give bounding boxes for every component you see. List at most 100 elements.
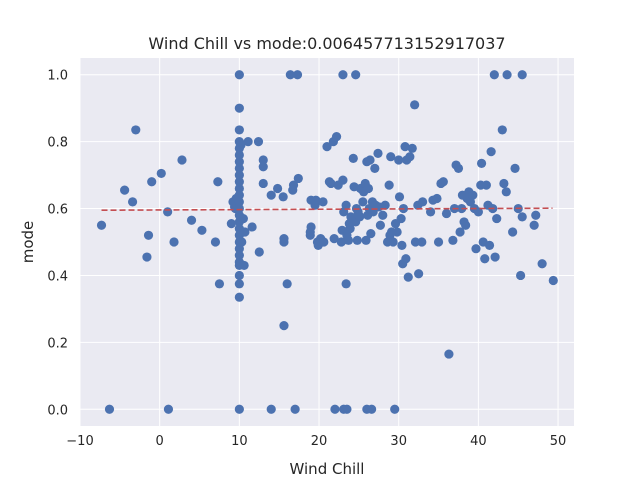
data-point bbox=[548, 275, 558, 286]
x-axis-label: Wind Chill bbox=[290, 460, 365, 478]
data-point bbox=[502, 70, 512, 80]
data-point bbox=[234, 157, 244, 167]
data-point bbox=[253, 137, 264, 147]
data-point bbox=[214, 279, 225, 289]
data-point bbox=[273, 183, 283, 194]
data-point bbox=[258, 155, 268, 165]
data-point bbox=[432, 193, 442, 204]
data-point bbox=[237, 237, 247, 247]
data-point bbox=[104, 404, 115, 414]
data-point bbox=[336, 237, 346, 247]
data-point bbox=[397, 240, 407, 250]
trend-line-group bbox=[101, 207, 553, 212]
data-point bbox=[410, 100, 420, 110]
data-point bbox=[288, 180, 299, 190]
data-point bbox=[156, 168, 166, 179]
data-point bbox=[177, 155, 187, 165]
data-point bbox=[234, 250, 244, 260]
y-tick-label: 0.0 bbox=[47, 403, 68, 418]
data-point bbox=[163, 207, 173, 217]
data-point bbox=[234, 197, 244, 207]
data-point bbox=[365, 155, 375, 165]
data-point bbox=[476, 158, 487, 168]
data-point bbox=[210, 237, 221, 247]
data-point bbox=[396, 213, 406, 224]
data-point bbox=[234, 150, 244, 160]
data-point bbox=[331, 132, 342, 142]
data-point bbox=[238, 213, 248, 224]
x-tick-label: −10 bbox=[66, 434, 93, 449]
data-point bbox=[240, 227, 250, 237]
data-point bbox=[484, 240, 495, 250]
data-point bbox=[390, 404, 400, 414]
data-point bbox=[142, 252, 152, 262]
data-point bbox=[234, 190, 244, 200]
data-point bbox=[358, 197, 368, 207]
data-point bbox=[448, 235, 458, 245]
data-point bbox=[348, 153, 358, 163]
x-tick-label: 20 bbox=[311, 434, 328, 449]
data-point bbox=[234, 163, 244, 173]
data-point bbox=[489, 70, 499, 80]
data-point bbox=[508, 227, 518, 237]
data-point bbox=[401, 254, 411, 264]
data-point bbox=[330, 404, 340, 414]
data-point bbox=[425, 207, 436, 217]
data-point bbox=[473, 207, 483, 217]
data-point bbox=[352, 235, 362, 245]
y-tick-label: 0.6 bbox=[47, 203, 68, 218]
data-point bbox=[197, 225, 207, 235]
data-point bbox=[258, 178, 268, 189]
data-point bbox=[343, 235, 354, 245]
data-point bbox=[120, 185, 130, 195]
data-point bbox=[341, 200, 351, 210]
data-point bbox=[266, 190, 276, 200]
data-point bbox=[345, 224, 355, 234]
x-tick-label: 0 bbox=[156, 434, 164, 449]
data-point bbox=[143, 230, 154, 240]
x-tick-label: 30 bbox=[390, 434, 407, 449]
data-point bbox=[537, 259, 547, 269]
data-point bbox=[433, 237, 444, 247]
data-point bbox=[234, 125, 244, 135]
data-point bbox=[378, 210, 388, 220]
tick-labels: −10 0 10 20 30 40 50 0.0 0.2 0.4 0.6 0.8 1.0 bbox=[47, 69, 566, 449]
data-point bbox=[318, 197, 328, 207]
data-point bbox=[96, 220, 107, 230]
data-point bbox=[373, 148, 383, 158]
data-point bbox=[326, 178, 336, 189]
data-point bbox=[311, 195, 321, 205]
data-point bbox=[351, 70, 361, 80]
data-point bbox=[234, 170, 244, 180]
data-point bbox=[414, 269, 424, 279]
data-point bbox=[492, 213, 502, 224]
data-point bbox=[455, 227, 465, 237]
data-point bbox=[278, 192, 288, 202]
y-tick-label: 0.8 bbox=[47, 136, 68, 151]
data-point bbox=[293, 173, 303, 184]
data-point bbox=[319, 237, 329, 247]
data-point bbox=[517, 212, 527, 222]
data-point bbox=[338, 70, 348, 80]
data-point bbox=[410, 237, 421, 247]
data-point bbox=[338, 175, 348, 185]
data-point bbox=[394, 192, 405, 202]
data-point bbox=[384, 180, 394, 190]
data-point bbox=[234, 70, 244, 80]
data-point bbox=[131, 125, 141, 135]
data-point bbox=[400, 142, 410, 152]
data-point bbox=[285, 70, 295, 80]
data-point bbox=[322, 142, 332, 152]
data-point bbox=[234, 292, 244, 302]
data-point bbox=[169, 237, 179, 247]
data-point bbox=[499, 178, 509, 189]
data-point bbox=[361, 235, 371, 245]
y-tick-label: 0.2 bbox=[47, 336, 68, 351]
data-point bbox=[468, 190, 478, 200]
data-point bbox=[306, 222, 316, 232]
data-point bbox=[290, 404, 300, 414]
data-point bbox=[163, 404, 174, 414]
data-point bbox=[363, 183, 374, 194]
